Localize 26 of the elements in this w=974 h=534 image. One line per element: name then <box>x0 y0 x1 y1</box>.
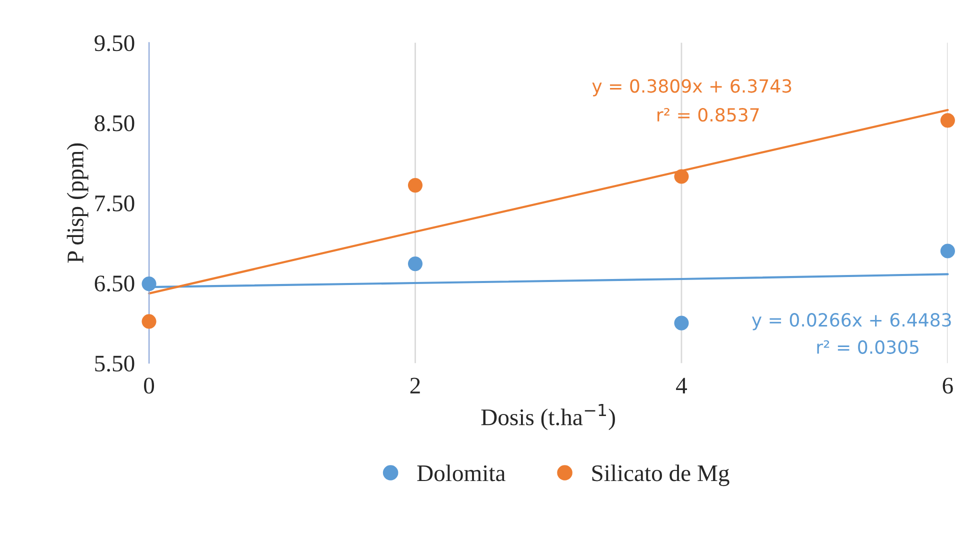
x-tick-label: 6 <box>942 378 953 394</box>
y-tick-label: 7.50 <box>95 195 134 212</box>
x-tick-label: 2 <box>410 378 420 394</box>
line-series <box>148 108 949 294</box>
y-tick-label: 9.50 <box>94 35 134 52</box>
point <box>674 316 689 330</box>
point <box>940 113 955 128</box>
point <box>142 314 156 329</box>
point <box>142 276 156 292</box>
y-tick-label: 5.50 <box>95 356 134 372</box>
point <box>408 178 423 193</box>
y-tick-label: 6.50 <box>94 276 134 292</box>
x-tick-label: 4 <box>676 378 688 394</box>
annotation: r² = 0.0305 <box>817 340 918 354</box>
annotation: y = 0.0266x + 6.4483 <box>752 313 951 330</box>
y-tick-label: 8.50 <box>94 115 134 132</box>
legend-label: Silicato de Mg <box>592 464 730 486</box>
annotation: y = 0.3809x + 6.3743 <box>592 79 792 96</box>
y-axis-title: P disp (ppm) <box>66 143 88 263</box>
x-axis-title: Dosis (t.ha$^{−1}$) <box>481 404 615 430</box>
point <box>674 169 689 184</box>
point <box>940 244 955 258</box>
point <box>408 256 423 272</box>
annotation: r² = 0.8537 <box>658 108 759 122</box>
legend-label: Dolomita <box>417 464 506 482</box>
x-tick-label: 0 <box>144 378 154 394</box>
